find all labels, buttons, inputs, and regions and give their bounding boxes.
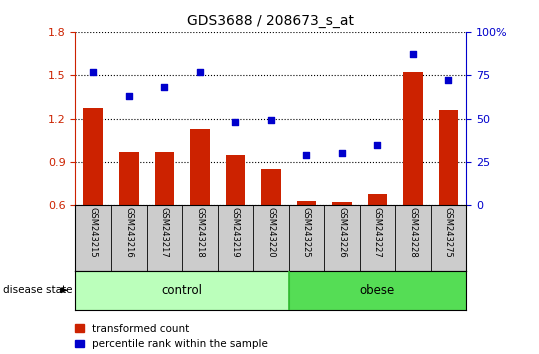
Title: GDS3688 / 208673_s_at: GDS3688 / 208673_s_at — [188, 14, 354, 28]
Bar — [155, 152, 174, 205]
Bar — [296, 201, 316, 205]
Bar — [75, 271, 288, 310]
Point — [196, 69, 204, 75]
Bar — [261, 169, 281, 205]
Point — [373, 142, 382, 147]
Text: GSM243225: GSM243225 — [302, 207, 311, 258]
Legend: transformed count, percentile rank within the sample: transformed count, percentile rank withi… — [75, 324, 268, 349]
Text: GSM243275: GSM243275 — [444, 207, 453, 258]
Bar — [190, 129, 210, 205]
Point — [125, 93, 133, 99]
Bar — [119, 152, 139, 205]
Bar — [84, 108, 103, 205]
Point — [267, 118, 275, 123]
Text: GSM243226: GSM243226 — [337, 207, 347, 258]
Bar — [225, 155, 245, 205]
Point — [444, 78, 453, 83]
Bar — [368, 194, 387, 205]
Point — [302, 152, 310, 158]
Text: GSM243219: GSM243219 — [231, 207, 240, 258]
Text: GSM243227: GSM243227 — [373, 207, 382, 258]
Text: GSM243216: GSM243216 — [125, 207, 133, 258]
Point — [89, 69, 98, 75]
Text: obese: obese — [360, 284, 395, 297]
Bar — [439, 110, 458, 205]
Text: GSM243218: GSM243218 — [195, 207, 204, 258]
Point — [160, 85, 169, 90]
Text: GSM243220: GSM243220 — [266, 207, 275, 258]
Bar — [288, 271, 466, 310]
Point — [231, 119, 240, 125]
Point — [409, 52, 417, 57]
Bar — [332, 202, 351, 205]
Bar — [403, 72, 423, 205]
Point — [337, 150, 346, 156]
Text: GSM243228: GSM243228 — [409, 207, 417, 258]
Text: GSM243217: GSM243217 — [160, 207, 169, 258]
Text: disease state: disease state — [3, 285, 72, 295]
Text: control: control — [162, 284, 203, 297]
Text: GSM243215: GSM243215 — [89, 207, 98, 258]
